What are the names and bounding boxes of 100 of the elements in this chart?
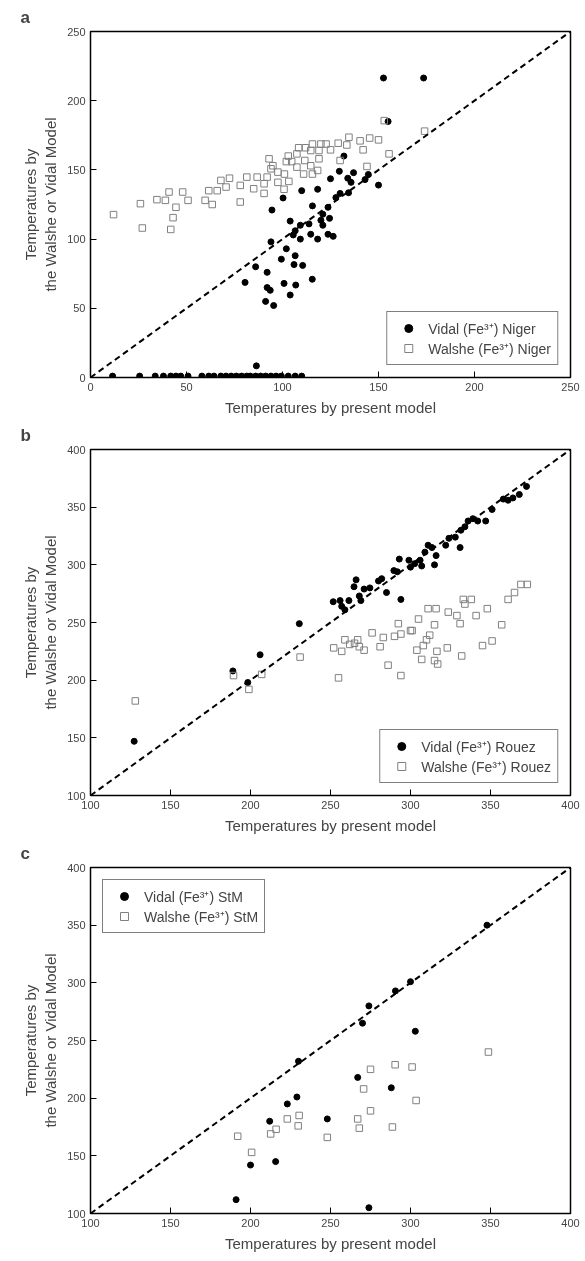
y-tick-label: 250 xyxy=(67,1034,86,1047)
point xyxy=(408,1063,416,1071)
x-tick-label: 200 xyxy=(465,380,484,393)
point xyxy=(459,595,468,604)
legend-label: Walshe (Fe³⁺) Niger xyxy=(428,339,551,358)
point xyxy=(418,562,426,570)
point xyxy=(131,697,140,705)
x-tick-label: 200 xyxy=(241,1216,260,1229)
point xyxy=(366,1065,375,1074)
x-tick-label: 250 xyxy=(321,1216,340,1229)
x-tick-label: 250 xyxy=(321,798,340,811)
x-axis-title: Temperatures by present model xyxy=(225,816,436,834)
y-axis-title: Temperatures by the Walshe or Vidal Model xyxy=(21,117,60,292)
y-tick-label: 100 xyxy=(67,233,86,246)
point xyxy=(433,647,441,656)
y-tick-label: 350 xyxy=(67,919,86,932)
point xyxy=(411,560,419,568)
point xyxy=(353,1115,362,1123)
point xyxy=(483,604,492,613)
x-tick-label: 0 xyxy=(87,380,94,393)
x-tick-label: 350 xyxy=(481,798,500,811)
legend-label: Vidal (Fe³⁺) Rouez xyxy=(421,737,536,756)
point xyxy=(256,651,264,659)
point xyxy=(484,1048,493,1056)
point xyxy=(354,1073,362,1081)
y-tick-label: 250 xyxy=(67,616,86,629)
x-tick-label: 150 xyxy=(161,1216,180,1229)
point xyxy=(430,621,439,629)
x-tick-label: 200 xyxy=(241,798,260,811)
point xyxy=(472,611,480,620)
x-tick-label: 50 xyxy=(180,380,193,393)
point xyxy=(388,1123,397,1131)
point xyxy=(355,642,364,651)
point xyxy=(395,555,403,563)
point xyxy=(387,1084,395,1092)
point xyxy=(345,597,353,605)
point xyxy=(411,1027,419,1035)
point xyxy=(442,541,450,549)
point xyxy=(482,517,490,525)
point xyxy=(474,517,482,525)
chart-title: a xyxy=(20,7,31,27)
point xyxy=(431,561,438,569)
point xyxy=(294,1122,302,1130)
y-tick-label: 400 xyxy=(67,861,86,874)
point xyxy=(323,1133,332,1142)
point xyxy=(390,632,399,641)
point xyxy=(432,604,440,613)
point xyxy=(379,633,388,642)
y-tick-label: 300 xyxy=(67,976,86,989)
point xyxy=(510,588,519,597)
point xyxy=(488,637,496,645)
point xyxy=(266,1117,274,1125)
point xyxy=(497,621,506,629)
point xyxy=(394,619,403,628)
legend-label: Walshe (Fe³⁺) Rouez xyxy=(421,757,551,776)
point xyxy=(453,611,461,620)
point xyxy=(424,604,432,613)
point xyxy=(430,656,439,665)
point xyxy=(341,636,349,644)
point xyxy=(266,1130,275,1138)
point xyxy=(352,576,360,584)
point xyxy=(433,660,442,668)
point xyxy=(417,655,426,664)
x-tick-label: 150 xyxy=(369,380,388,393)
y-tick-label: 150 xyxy=(67,731,86,744)
point xyxy=(397,630,405,638)
x-tick-label: 400 xyxy=(561,798,580,811)
point xyxy=(451,533,459,541)
y-tick-label: 350 xyxy=(67,501,86,514)
x-tick-label: 300 xyxy=(401,798,420,811)
point xyxy=(365,1002,373,1010)
point xyxy=(391,1060,399,1069)
point xyxy=(368,629,376,637)
point xyxy=(405,556,413,564)
point xyxy=(272,1158,280,1166)
y-axis-title: Temperatures by the Walshe or Vidal Model xyxy=(21,535,60,710)
point xyxy=(245,685,253,694)
point xyxy=(272,1125,280,1134)
point xyxy=(515,490,523,498)
point xyxy=(523,580,532,589)
y-tick-label: 200 xyxy=(67,1092,86,1105)
point xyxy=(296,653,304,661)
y-tick-label: 150 xyxy=(67,1149,86,1162)
y-tick-label: 200 xyxy=(67,674,86,687)
x-tick-label: 150 xyxy=(161,798,180,811)
point xyxy=(504,595,512,604)
point xyxy=(350,639,359,648)
point xyxy=(397,671,405,680)
x-tick-label: 300 xyxy=(401,1216,420,1229)
point xyxy=(456,619,464,628)
point xyxy=(355,1124,364,1132)
point xyxy=(366,1107,375,1115)
point xyxy=(414,615,423,623)
point xyxy=(295,1111,303,1120)
point xyxy=(413,646,421,654)
point xyxy=(384,661,392,669)
point xyxy=(383,589,390,597)
point xyxy=(229,671,238,680)
y-tick-label: 0 xyxy=(79,371,86,384)
x-tick-label: 400 xyxy=(561,1216,580,1229)
